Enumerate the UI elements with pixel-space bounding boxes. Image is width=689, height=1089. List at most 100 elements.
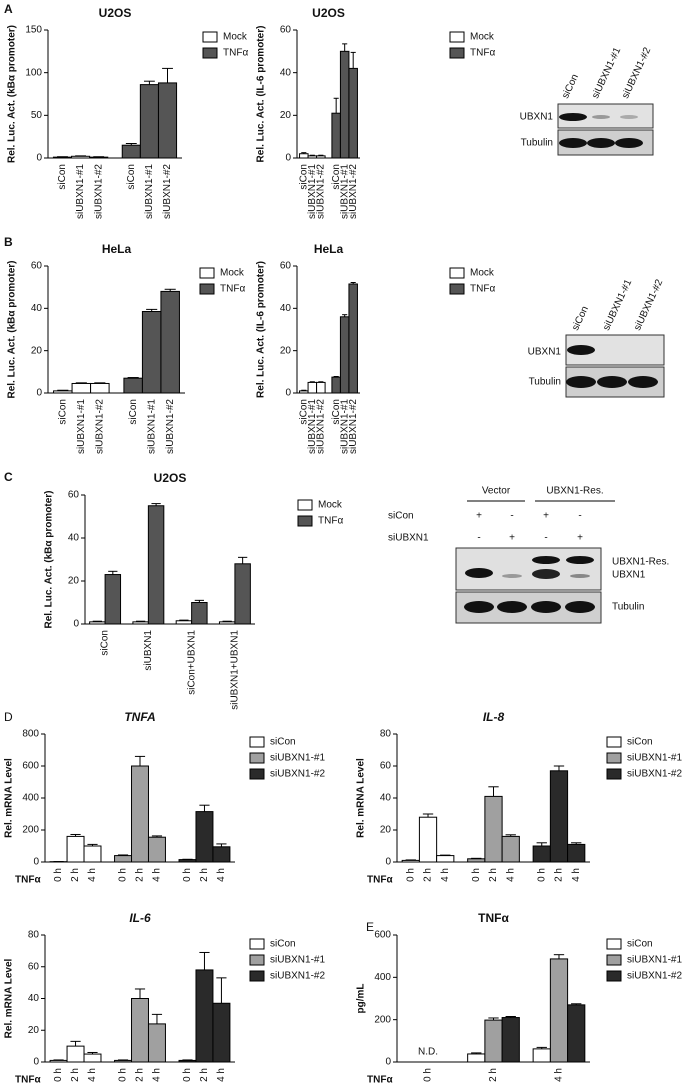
blot-row: UBXN1 [520,112,554,123]
y-axis-label: Rel. mRNA Level [356,758,367,838]
legend-swatch [606,736,622,748]
legend-label: siUBXN1-#1 [270,753,325,764]
x-tick-label: siUBXN1-#2 [315,164,326,219]
y-tick-label: 0 [36,153,42,164]
x-tick-label: siUBXN1-#2 [94,399,105,454]
sign: - [544,533,547,544]
legend-label: Mock [223,32,248,43]
x-tick-label: 0 h [118,1068,129,1082]
blot-condition: siCon [388,511,414,522]
bar [467,858,486,863]
sign: + [577,533,583,544]
bar [147,1023,166,1063]
x-tick-label: 2 h [554,868,565,882]
blot: siCon siUBXN1-#1 siUBXN1-#2 UBXN1 Tubuli… [520,45,654,156]
band [587,138,615,148]
legend-swatch [606,752,622,764]
blot-row: Tubulin [529,377,561,388]
legend-swatch [449,47,465,59]
y-tick-label: 100 [25,67,42,78]
bar [141,311,162,394]
x-tick-label: 0 h [423,1068,434,1082]
x-tick-label: 2 h [135,868,146,882]
band [465,568,493,578]
y-axis-label: Rel. Luc. Act. (kBα promoter) [7,260,18,398]
x-tick-label: 0 h [536,868,547,882]
x-tick-label: 0 h [118,868,129,882]
bar [348,283,358,394]
x-tick-label: siUBXN1-#1 [339,164,350,219]
x-tick-label: 4 h [440,868,451,882]
bar [549,770,569,863]
bar [66,1045,85,1063]
x-tick-label: siUBXN1-#1 [146,399,157,454]
y-tick-label: 20 [31,345,43,356]
band [628,376,658,388]
legend-swatch [249,938,265,950]
bar [316,381,326,394]
blot-row: Tubulin [521,138,553,149]
bar [195,811,214,863]
x-tick-label: 2 h [488,1068,499,1082]
legend-label: siUBXN1-#1 [627,955,682,966]
panel-label: E [366,920,374,934]
bar [52,156,73,159]
band [497,601,527,613]
band [531,601,561,613]
y-tick-label: 40 [28,993,40,1004]
blot-group: UBXN1-Res. [546,486,603,497]
legend-swatch [199,267,215,279]
legend-label: TNFα [318,516,343,527]
bar [331,112,341,159]
legend-label: Mock [318,500,343,511]
x-tick-label: 4 h [87,1068,98,1082]
bar [331,376,341,394]
bar [532,845,551,863]
chart-title: TNFα [478,911,509,925]
x-tick-label: 4 h [152,868,163,882]
legend-swatch [297,515,313,527]
x-tick-label: siUBXN1-#1 [75,164,86,219]
bar [567,1004,586,1063]
x-tick-label: 0 h [405,868,416,882]
band [532,556,560,564]
bar [89,621,106,625]
x-tick-label: siUBXN1-#1 [307,164,318,219]
bar [131,765,149,863]
bar [299,153,309,159]
legend-label: siUBXN1-#1 [627,753,682,764]
band [566,376,596,388]
y-axis-label: Rel. mRNA Level [4,958,15,1038]
band [502,574,522,578]
legend-label: TNFα [470,284,495,295]
blot-group: Vector [482,486,511,497]
blot-column: siUBXN1-#1 [601,277,634,332]
legend-label: Mock [470,32,495,43]
y-axis-label: Rel. Luc. Act. (IL-6 promoter) [256,26,267,163]
bar [339,50,350,159]
y-tick-label: 400 [374,972,391,983]
bar [131,998,149,1063]
panel-label: B [4,235,13,249]
y-tick-label: 800 [22,729,39,740]
bar [348,67,358,159]
bar [139,84,159,159]
x-tick-label: 4 h [505,868,516,882]
y-tick-label: 0 [36,388,42,399]
bar [532,1048,551,1063]
blot-row: Tubulin [612,602,644,613]
x-tick-label: siCon [298,399,309,425]
x-tick-label: siUBXN1-#1 [76,399,87,454]
legend-swatch [202,31,218,43]
band [559,113,587,121]
bar [299,390,309,394]
bar [132,621,149,625]
band [570,574,590,578]
x-tick-label: 2 h [70,1068,81,1082]
x-tick-label: 4 h [87,868,98,882]
legend-label: siCon [270,939,296,950]
legend-label: siCon [270,737,296,748]
band [566,556,594,564]
x-tick-label: siCon [100,630,111,656]
bar [501,1017,520,1063]
